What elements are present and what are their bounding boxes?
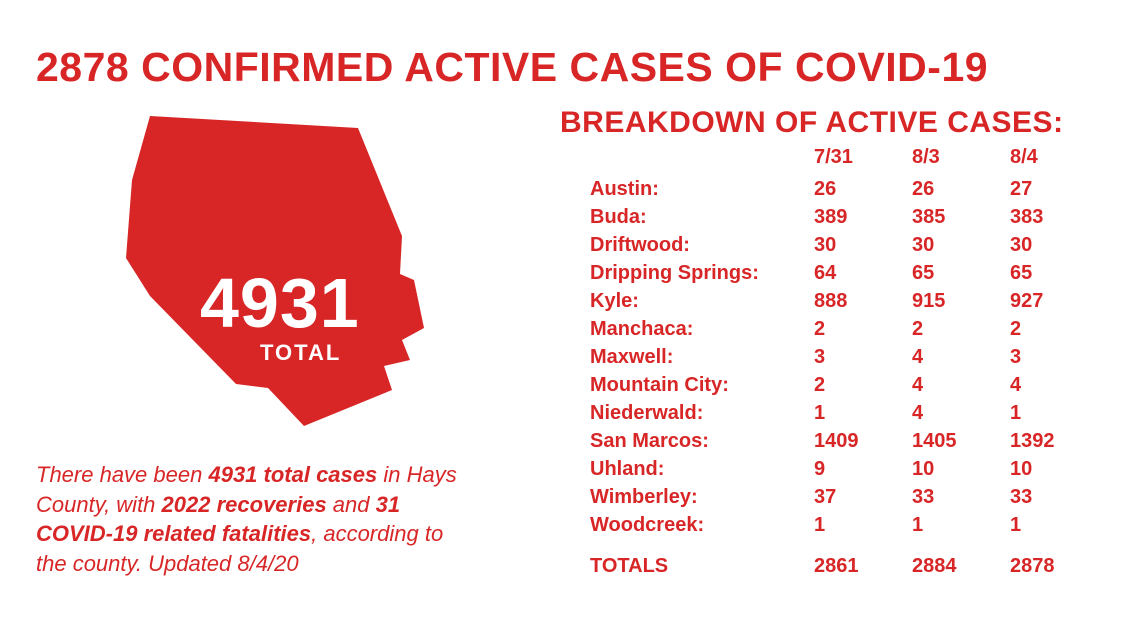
table-row: Wimberley:373333 [590,483,1110,511]
case-value: 10 [912,455,1010,483]
table-row: Manchaca:222 [590,315,1110,343]
table-header-row: 7/31 8/3 8/4 [590,146,1110,169]
location-label: Buda: [590,203,814,231]
table-row: Austin:262627 [590,175,1110,203]
table-row: Woodcreek:111 [590,511,1110,539]
location-label: Mountain City: [590,371,814,399]
location-label: Niederwald: [590,399,814,427]
breakdown-table: 7/31 8/3 8/4 Austin:262627Buda:389385383… [590,146,1110,578]
breakdown-title: BREAKDOWN OF ACTIVE CASES: [560,106,1064,140]
table-header-date: 8/3 [912,146,1010,169]
summary-text: There have been 4931 total cases in Hays… [36,460,466,579]
table-header-date: 8/4 [1010,146,1108,169]
case-value: 1 [1010,399,1108,427]
case-value: 4 [1010,371,1108,399]
location-label: Austin: [590,175,814,203]
case-value: 30 [1010,231,1108,259]
case-value: 4 [912,343,1010,371]
case-value: 65 [1010,259,1108,287]
location-label: Manchaca: [590,315,814,343]
case-value: 65 [912,259,1010,287]
totals-value: 2884 [912,555,1010,578]
table-row: Kyle:888915927 [590,287,1110,315]
case-value: 927 [1010,287,1108,315]
case-value: 26 [912,175,1010,203]
case-value: 3 [1010,343,1108,371]
summary-mid2: and [327,492,376,517]
case-value: 385 [912,203,1010,231]
case-value: 2 [814,371,912,399]
case-value: 1 [814,511,912,539]
location-label: Wimberley: [590,483,814,511]
case-value: 4 [912,371,1010,399]
case-value: 1405 [912,427,1010,455]
summary-bold-total: 4931 total cases [208,462,377,487]
location-label: Kyle: [590,287,814,315]
case-value: 915 [912,287,1010,315]
table-row: Mountain City:244 [590,371,1110,399]
totals-value: 2878 [1010,555,1108,578]
totals-label: TOTALS [590,555,814,578]
case-value: 26 [814,175,912,203]
table-row: Buda:389385383 [590,203,1110,231]
case-value: 1 [814,399,912,427]
location-label: Dripping Springs: [590,259,814,287]
location-label: Maxwell: [590,343,814,371]
case-value: 64 [814,259,912,287]
table-row: San Marcos:140914051392 [590,427,1110,455]
case-value: 27 [1010,175,1108,203]
totals-value: 2861 [814,555,912,578]
table-totals-row: TOTALS 2861 2884 2878 [590,555,1110,578]
map-total-number: 4931 [200,263,360,343]
map-total-label: TOTAL [260,340,341,366]
location-label: Woodcreek: [590,511,814,539]
case-value: 30 [814,231,912,259]
case-value: 33 [1010,483,1108,511]
case-value: 1 [912,511,1010,539]
case-value: 1 [1010,511,1108,539]
case-value: 2 [814,315,912,343]
case-value: 37 [814,483,912,511]
case-value: 389 [814,203,912,231]
table-row: Niederwald:141 [590,399,1110,427]
case-value: 4 [912,399,1010,427]
case-value: 9 [814,455,912,483]
case-value: 383 [1010,203,1108,231]
case-value: 10 [1010,455,1108,483]
table-row: Driftwood:303030 [590,231,1110,259]
table-header-date: 7/31 [814,146,912,169]
case-value: 1409 [814,427,912,455]
case-value: 2 [912,315,1010,343]
summary-prefix: There have been [36,462,208,487]
case-value: 2 [1010,315,1108,343]
table-row: Uhland:91010 [590,455,1110,483]
case-value: 33 [912,483,1010,511]
case-value: 1392 [1010,427,1108,455]
headline: 2878 CONFIRMED ACTIVE CASES OF COVID-19 [36,44,988,91]
case-value: 3 [814,343,912,371]
location-label: Uhland: [590,455,814,483]
table-row: Maxwell:343 [590,343,1110,371]
county-map: 4931 TOTAL [90,108,450,438]
table-header-spacer [590,146,814,169]
location-label: Driftwood: [590,231,814,259]
case-value: 30 [912,231,1010,259]
summary-bold-recoveries: 2022 recoveries [162,492,327,517]
location-label: San Marcos: [590,427,814,455]
case-value: 888 [814,287,912,315]
table-row: Dripping Springs:646565 [590,259,1110,287]
